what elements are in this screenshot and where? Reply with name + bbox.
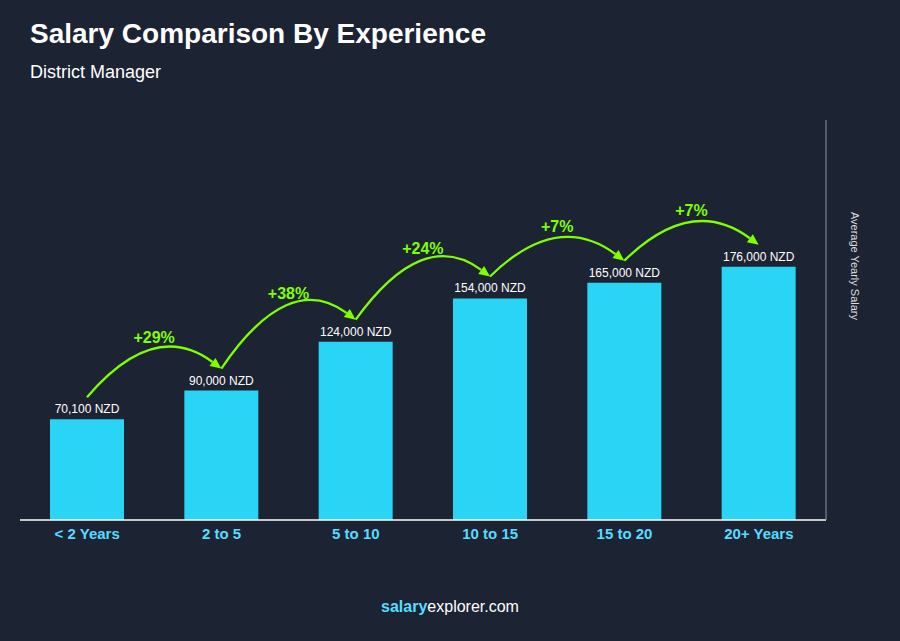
svg-text:15 to 20: 15 to 20 (597, 525, 653, 542)
svg-text:124,000 NZD: 124,000 NZD (320, 325, 392, 339)
svg-text:+7%: +7% (541, 218, 573, 235)
svg-text:70,100 NZD: 70,100 NZD (55, 402, 120, 416)
html-text:Salary Comparison By Experienc: Salary Comparison By Experience (30, 18, 486, 49)
svg-text:+24%: +24% (402, 240, 443, 257)
svg-text:+29%: +29% (133, 329, 174, 346)
svg-text:< 2 Years: < 2 Years (55, 525, 120, 542)
svg-text:+38%: +38% (268, 285, 309, 302)
svg-text:20+ Years: 20+ Years (724, 525, 793, 542)
svg-text:+7%: +7% (675, 202, 707, 219)
html-text:District Manager: District Manager (30, 62, 161, 82)
svg-text:165,000 NZD: 165,000 NZD (589, 266, 661, 280)
svg-text:5 to 10: 5 to 10 (332, 525, 380, 542)
svg-text:176,000 NZD: 176,000 NZD (723, 250, 795, 264)
svg-text:154,000 NZD: 154,000 NZD (454, 281, 526, 295)
svg-text:10 to 15: 10 to 15 (462, 525, 518, 542)
svg-text:Average Yearly Salary: Average Yearly Salary (849, 212, 861, 321)
svg-text:2 to 5: 2 to 5 (202, 525, 241, 542)
svg-text:90,000 NZD: 90,000 NZD (189, 374, 254, 388)
html-text:salary explorer.com: salary explorer.com (381, 598, 519, 615)
